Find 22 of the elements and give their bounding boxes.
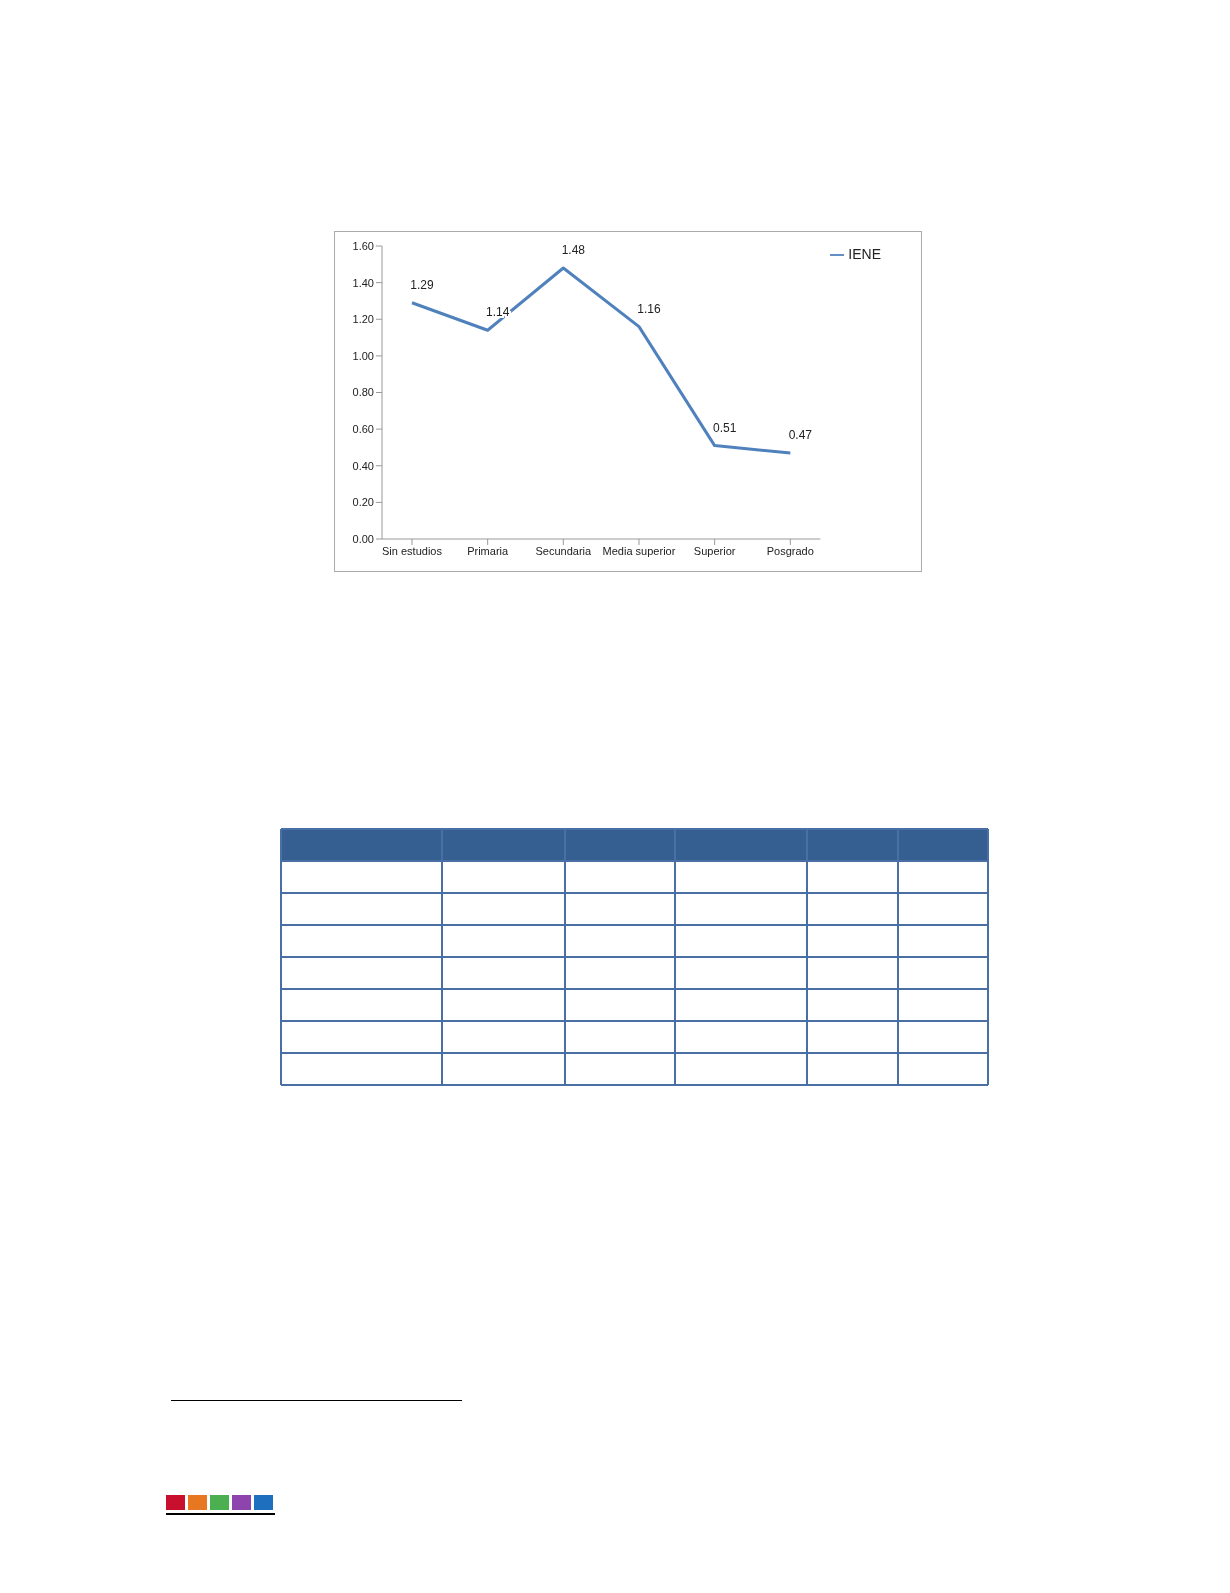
- y-tick-label: 0.60: [352, 423, 374, 436]
- legend-label: IENE: [848, 246, 881, 262]
- y-tick-label: 1.20: [352, 313, 374, 326]
- data-label: 0.47: [788, 427, 813, 442]
- x-tick-label: Posgrado: [766, 544, 814, 557]
- data-label: 1.29: [410, 277, 434, 292]
- x-tick-label: Superior: [693, 544, 736, 557]
- x-tick-label: Media superior: [602, 544, 676, 557]
- data-label: 1.48: [561, 242, 586, 257]
- y-tick-label: 0.40: [352, 459, 374, 472]
- y-tick-label: 1.00: [352, 349, 374, 362]
- y-tick-label: 1.40: [352, 276, 374, 289]
- x-tick-label: Secundaria: [535, 544, 593, 557]
- y-tick-label: 0.00: [352, 532, 374, 545]
- y-tick-label: 1.60: [352, 239, 374, 252]
- data-label: 0.51: [712, 420, 737, 435]
- data-label: 1.14: [485, 305, 510, 320]
- y-tick-label: 0.20: [352, 496, 374, 509]
- x-tick-label: Primaria: [467, 544, 510, 557]
- x-tick-label: Sin estudios: [382, 544, 443, 557]
- y-tick-label: 0.80: [352, 386, 374, 399]
- data-label: 1.16: [637, 301, 661, 316]
